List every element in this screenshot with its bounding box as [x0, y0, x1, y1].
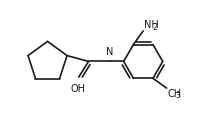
Text: NH: NH [144, 20, 159, 30]
Text: CH: CH [168, 89, 182, 99]
Text: N: N [106, 47, 114, 57]
Text: OH: OH [70, 84, 85, 94]
Text: 2: 2 [153, 23, 157, 32]
Text: 3: 3 [176, 91, 181, 100]
